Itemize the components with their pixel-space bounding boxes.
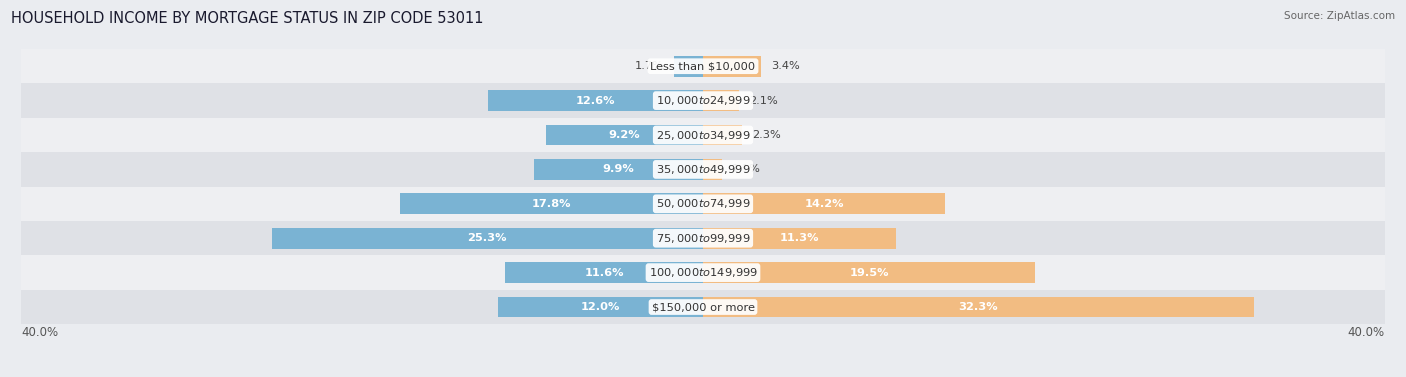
Text: 25.3%: 25.3% bbox=[468, 233, 508, 243]
Bar bbox=[499, 297, 703, 317]
Text: 9.2%: 9.2% bbox=[609, 130, 640, 140]
Bar bbox=[21, 187, 1385, 221]
Text: 1.1%: 1.1% bbox=[733, 164, 761, 175]
Text: 3.4%: 3.4% bbox=[772, 61, 800, 71]
Bar bbox=[21, 49, 1385, 83]
Text: $150,000 or more: $150,000 or more bbox=[651, 302, 755, 312]
Text: HOUSEHOLD INCOME BY MORTGAGE STATUS IN ZIP CODE 53011: HOUSEHOLD INCOME BY MORTGAGE STATUS IN Z… bbox=[11, 11, 484, 26]
Text: 2.3%: 2.3% bbox=[752, 130, 782, 140]
Bar bbox=[703, 159, 721, 180]
Bar bbox=[271, 228, 703, 248]
Text: $25,000 to $34,999: $25,000 to $34,999 bbox=[655, 129, 751, 141]
Bar bbox=[505, 262, 703, 283]
Text: Less than $10,000: Less than $10,000 bbox=[651, 61, 755, 71]
Text: 14.2%: 14.2% bbox=[804, 199, 844, 209]
Text: $50,000 to $74,999: $50,000 to $74,999 bbox=[655, 197, 751, 210]
Bar bbox=[703, 56, 761, 77]
Text: 12.0%: 12.0% bbox=[581, 302, 620, 312]
Bar bbox=[21, 152, 1385, 187]
Bar bbox=[21, 118, 1385, 152]
Bar bbox=[703, 193, 945, 214]
Text: 9.9%: 9.9% bbox=[603, 164, 634, 175]
Bar bbox=[546, 125, 703, 146]
Text: $35,000 to $49,999: $35,000 to $49,999 bbox=[655, 163, 751, 176]
Bar bbox=[703, 90, 738, 111]
Text: 11.6%: 11.6% bbox=[585, 268, 624, 277]
Text: 11.3%: 11.3% bbox=[779, 233, 820, 243]
Text: $100,000 to $149,999: $100,000 to $149,999 bbox=[648, 266, 758, 279]
Text: $10,000 to $24,999: $10,000 to $24,999 bbox=[655, 94, 751, 107]
Bar bbox=[21, 221, 1385, 256]
Text: 40.0%: 40.0% bbox=[21, 326, 58, 339]
Bar bbox=[21, 290, 1385, 324]
Bar bbox=[703, 228, 896, 248]
Bar bbox=[673, 56, 703, 77]
Text: 2.1%: 2.1% bbox=[749, 96, 778, 106]
Text: 17.8%: 17.8% bbox=[531, 199, 571, 209]
Bar bbox=[21, 256, 1385, 290]
Text: $75,000 to $99,999: $75,000 to $99,999 bbox=[655, 232, 751, 245]
Text: 1.7%: 1.7% bbox=[636, 61, 664, 71]
Bar bbox=[703, 297, 1254, 317]
Text: 40.0%: 40.0% bbox=[1348, 326, 1385, 339]
Text: 19.5%: 19.5% bbox=[849, 268, 889, 277]
Text: 12.6%: 12.6% bbox=[576, 96, 616, 106]
Text: 32.3%: 32.3% bbox=[959, 302, 998, 312]
Bar bbox=[488, 90, 703, 111]
Bar bbox=[703, 262, 1035, 283]
Bar bbox=[703, 125, 742, 146]
Bar bbox=[399, 193, 703, 214]
Bar bbox=[534, 159, 703, 180]
Text: Source: ZipAtlas.com: Source: ZipAtlas.com bbox=[1284, 11, 1395, 21]
Bar bbox=[21, 83, 1385, 118]
